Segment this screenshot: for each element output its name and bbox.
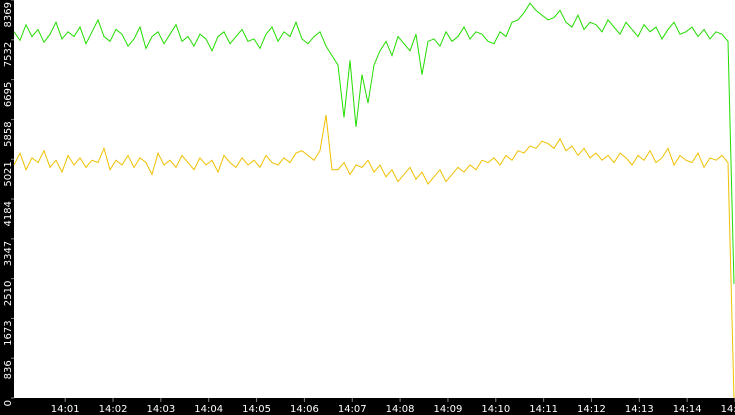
y-tick-label: 5858 (3, 121, 14, 146)
y-tick-label: 4184 (3, 201, 14, 226)
y-tick-label: 3347 (3, 241, 14, 266)
y-tick-label: 1673 (3, 320, 14, 345)
x-axis-strip (0, 398, 735, 415)
y-tick-label: 2510 (3, 281, 14, 306)
data-line (13, 2, 735, 284)
x-tick-label: 14:13 (625, 404, 654, 415)
x-tick-label: 14:05 (242, 404, 271, 415)
x-tick-label: 14:14 (673, 404, 702, 415)
y-tick-label: 6695 (3, 82, 14, 107)
x-tick-label: 14:12 (577, 404, 606, 415)
y-tick-label: 836 (3, 360, 14, 379)
x-tick-label: 14:09 (434, 404, 463, 415)
data-line (13, 114, 735, 399)
x-tick-label: 14:07 (338, 404, 367, 415)
y-axis-strip (0, 0, 14, 415)
x-tick-label: 14:01 (51, 404, 80, 415)
y-tick-label: 7532 (3, 42, 14, 67)
x-tick-label: 14:06 (290, 404, 319, 415)
y-tick-label: 0 (3, 400, 14, 406)
x-tick-label: 14:04 (194, 404, 223, 415)
y-tick-label: 8369 (3, 2, 14, 27)
y-tick-label: 5021 (3, 161, 14, 186)
x-tick-label: 14:08 (386, 404, 415, 415)
x-tick-label: 14:03 (146, 404, 175, 415)
x-tick-label: 14:02 (99, 404, 128, 415)
x-tick-label: 14:10 (481, 404, 510, 415)
x-tick-label: 14:11 (529, 404, 558, 415)
x-tick-label: 14:15 (721, 404, 735, 415)
